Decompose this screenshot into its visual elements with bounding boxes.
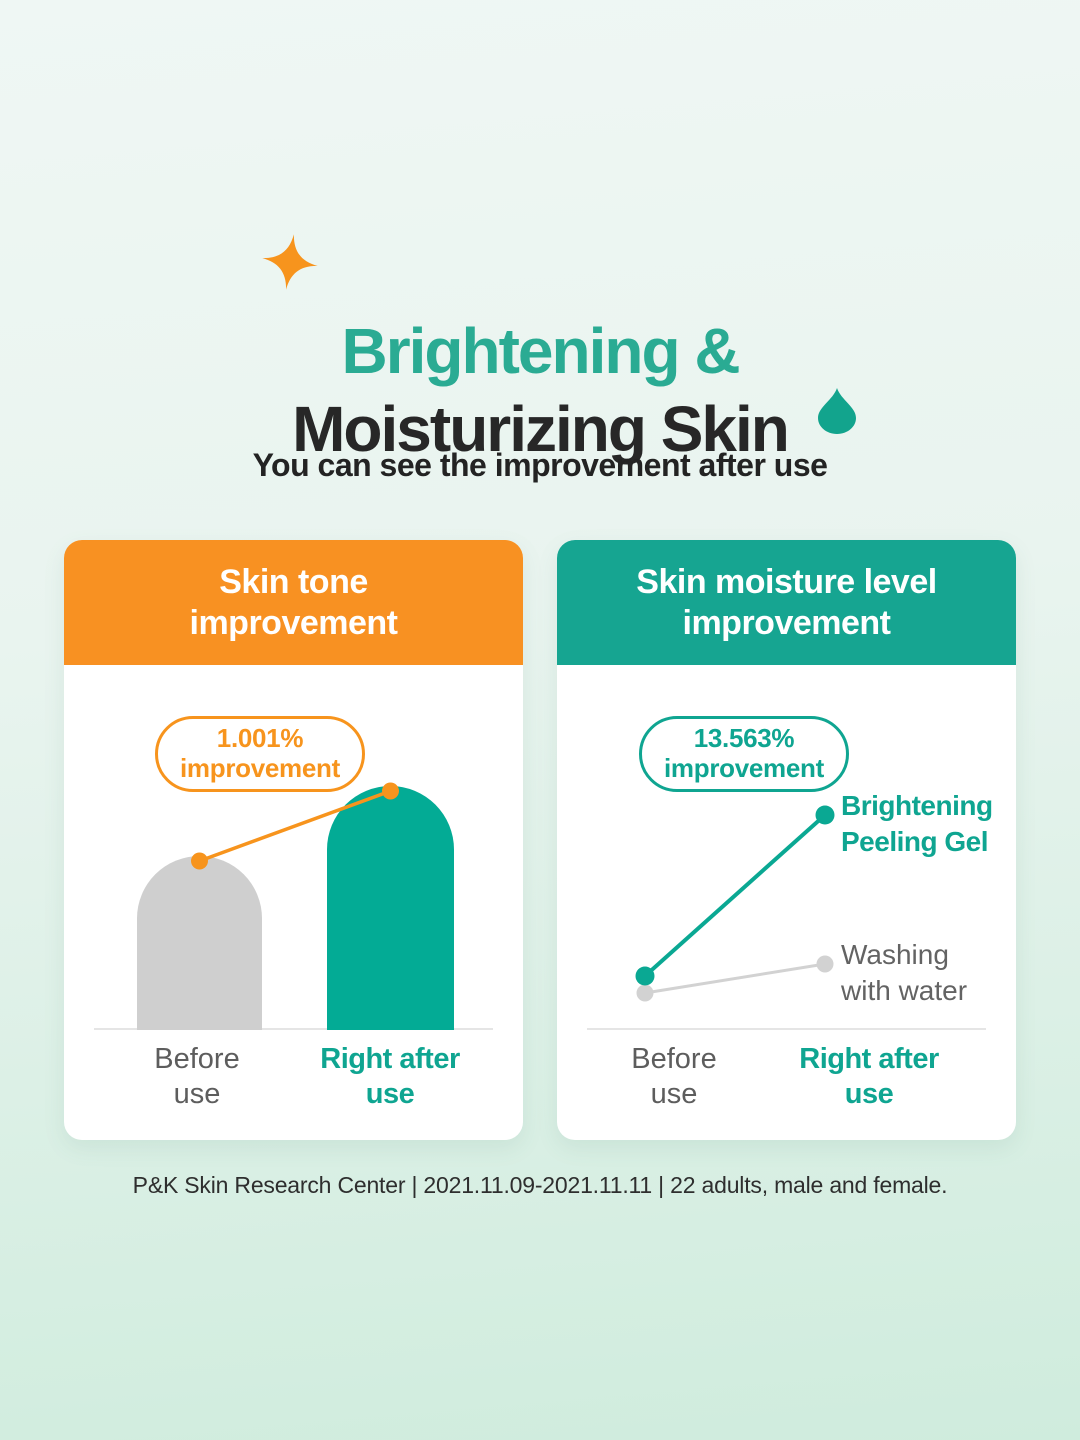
trend-line-overlay xyxy=(191,782,399,870)
skin-tone-chart: 1.001% improvement Before use Right afte… xyxy=(64,540,523,1140)
skin-tone-card-header: Skin tone improvement xyxy=(64,540,523,665)
axis-baseline xyxy=(94,1028,493,1030)
badge-caption: improvement xyxy=(664,752,824,783)
label-before-use: Before use xyxy=(154,1043,240,1111)
sparkle-icon xyxy=(262,234,318,290)
card-title-line: improvement xyxy=(682,603,892,642)
washing-with-water-line xyxy=(643,962,827,995)
peeling-gel-line xyxy=(643,813,827,978)
page-subtitle: You can see the improvement after use xyxy=(252,447,828,483)
card-title-line: improvement xyxy=(189,603,399,642)
bar-before-use xyxy=(137,856,262,1030)
improvement-badge: 1.001% improvement xyxy=(155,716,365,792)
card-title-line: Skin moisture level xyxy=(636,563,937,602)
product-dot-after xyxy=(815,805,835,825)
control-dot-before xyxy=(636,984,654,1002)
line-chart-overlay xyxy=(635,805,835,1002)
label-right-after-use: Right after use xyxy=(320,1043,460,1111)
trend-dot-before xyxy=(191,852,208,870)
badge-value: 13.563% xyxy=(693,723,795,753)
skin-moisture-chart: 13.563% improvement Brightening Peeling … xyxy=(557,540,1016,1140)
bar-right-after-use xyxy=(327,786,454,1030)
improvement-badge: 13.563% improvement xyxy=(639,716,849,792)
product-dot-before xyxy=(635,966,655,986)
study-footnote: P&K Skin Research Center | 2021.11.09-20… xyxy=(132,1172,948,1198)
product-series-label: Brightening Peeling Gel xyxy=(841,790,993,857)
water-drop-icon xyxy=(818,388,856,434)
skin-moisture-card-header: Skin moisture level improvement xyxy=(557,540,1016,665)
label-before-use: Before use xyxy=(631,1043,717,1111)
control-dot-after xyxy=(816,955,834,973)
card-title-line: Skin tone xyxy=(219,563,368,602)
badge-value: 1.001% xyxy=(216,723,304,753)
control-series-label: Washing with water xyxy=(841,939,968,1006)
skin-moisture-card: Skin moisture level improvement 13.563% … xyxy=(557,540,1016,1140)
skin-tone-card: Skin tone improvement 1.001% improvement… xyxy=(64,540,523,1140)
axis-baseline xyxy=(587,1028,986,1030)
label-right-after-use: Right after use xyxy=(799,1043,939,1111)
page-title-line2: Moisturizing Skin xyxy=(292,392,790,465)
badge-caption: improvement xyxy=(180,752,340,783)
trend-dot-after xyxy=(382,782,399,800)
page-title-line1: Brightening & xyxy=(341,314,740,387)
